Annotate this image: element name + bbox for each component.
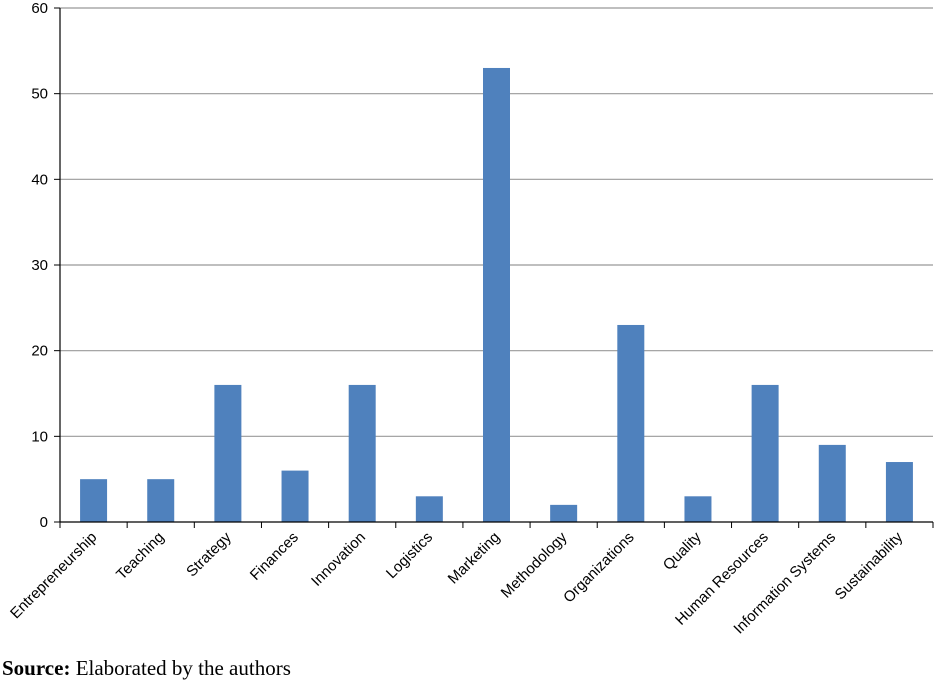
bar: [751, 384, 779, 522]
bar: [885, 462, 913, 522]
source-text: Elaborated by the authors: [70, 656, 291, 680]
y-tick-label: 20: [31, 343, 48, 360]
bar: [818, 444, 846, 522]
x-category-label: Teaching: [113, 529, 167, 583]
x-category-label: Strategy: [183, 528, 235, 580]
x-category-label: Finances: [247, 529, 302, 584]
bar: [147, 479, 175, 522]
bar: [348, 384, 376, 522]
x-category-label: Entrepreneurship: [7, 529, 100, 622]
bar: [281, 470, 309, 522]
bar: [550, 504, 578, 522]
x-category-label: Methodology: [498, 528, 571, 601]
x-category-label: Innovation: [308, 529, 369, 590]
bar: [617, 324, 645, 522]
axes: [54, 7, 934, 528]
source-label: Source:: [2, 656, 71, 680]
bar: [483, 67, 510, 522]
x-category-label: Marketing: [445, 529, 504, 588]
bar: [415, 496, 443, 522]
x-category-label: Sustainability: [832, 528, 907, 603]
x-category-label: Logistics: [383, 529, 436, 582]
y-tick-labels: 0 10 20 30 40 50 60: [31, 0, 48, 531]
y-tick-label: 50: [31, 86, 48, 103]
x-category-labels: Entrepreneurship Teaching Strategy Finances…: [7, 528, 907, 637]
y-tick-label: 40: [31, 171, 48, 188]
bar: [214, 384, 242, 522]
y-tick-label: 10: [31, 428, 48, 445]
source-note: Source: Elaborated by the authors: [2, 656, 291, 681]
y-tick-label: 0: [40, 514, 48, 531]
bars: [80, 67, 913, 522]
y-tick-label: 30: [31, 257, 48, 274]
y-tick-label: 60: [31, 0, 48, 17]
bar: [80, 479, 108, 522]
x-category-label: Organizations: [560, 529, 637, 606]
bar: [684, 496, 712, 522]
x-category-label: Quality: [660, 528, 705, 573]
